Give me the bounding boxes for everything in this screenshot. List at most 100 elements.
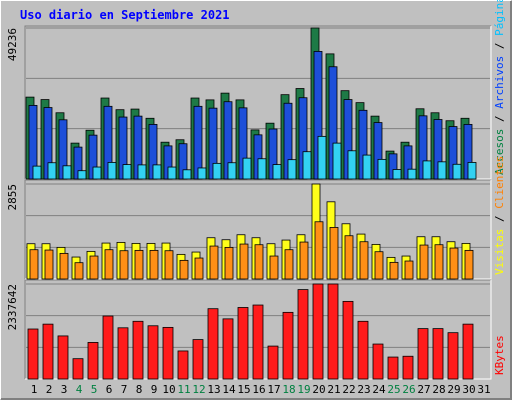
- x-tick-label: 18: [282, 383, 295, 396]
- bar-visits-clientes: [284, 249, 294, 280]
- bar-visits-clientes: [194, 257, 204, 280]
- bar-traffic-páginas: [392, 169, 402, 180]
- bar-visits-clientes: [164, 250, 174, 280]
- bar-visits-clientes: [149, 249, 159, 280]
- bar-visits-clientes: [74, 262, 84, 280]
- x-tick-label: 17: [267, 383, 280, 396]
- bar-bytes-kbytes: [447, 332, 459, 380]
- bar-traffic-páginas: [137, 164, 147, 180]
- bar-visits-clientes: [374, 251, 384, 280]
- bar-visits-clientes: [464, 249, 474, 280]
- bar-bytes-kbytes: [117, 327, 129, 380]
- bar-visits-clientes: [44, 249, 54, 280]
- x-tick-label: 20: [312, 383, 325, 396]
- x-tick-label: 21: [327, 383, 340, 396]
- bar-traffic-páginas: [407, 168, 417, 180]
- bar-bytes-kbytes: [402, 355, 414, 380]
- x-tick-label: 7: [121, 383, 128, 396]
- legend-entry: Visitas: [493, 229, 506, 275]
- bar-visits-clientes: [299, 241, 309, 280]
- bar-traffic-páginas: [347, 150, 357, 180]
- x-tick-label: 27: [417, 383, 430, 396]
- bar-visits-clientes: [89, 255, 99, 280]
- bar-traffic-páginas: [332, 142, 342, 180]
- bar-bytes-kbytes: [312, 283, 324, 380]
- bar-visits-clientes: [59, 252, 69, 280]
- legend-entry: /: [493, 36, 506, 56]
- series-legend: Visitas / Clientes: [493, 156, 506, 275]
- bar-traffic-páginas: [197, 167, 207, 180]
- y-axis-max-label: 49236: [6, 28, 19, 61]
- x-tick-label: 11: [177, 383, 190, 396]
- bar-traffic-páginas: [77, 170, 87, 180]
- series-legend: KBytes: [493, 335, 506, 375]
- x-tick-label: 14: [222, 383, 236, 396]
- bar-visits-clientes: [389, 261, 399, 280]
- bar-visits-clientes: [119, 250, 129, 280]
- bar-visits-clientes: [179, 259, 189, 280]
- x-tick-label: 3: [61, 383, 68, 396]
- x-tick-label: 8: [136, 383, 143, 396]
- legend-entry: Archivos: [493, 56, 506, 109]
- x-tick-label: 13: [207, 383, 220, 396]
- bar-bytes-kbytes: [162, 326, 174, 380]
- panel-frame-dark: [24, 279, 491, 379]
- bar-bytes-kbytes: [57, 335, 69, 380]
- legend-entry: /: [493, 109, 506, 129]
- bar-traffic-páginas: [467, 162, 477, 180]
- bar-bytes-kbytes: [342, 300, 354, 380]
- x-tick-label: 19: [297, 383, 310, 396]
- bar-visits-clientes: [29, 249, 39, 280]
- x-tick-label: 28: [432, 383, 445, 396]
- bar-visits-clientes: [419, 244, 429, 280]
- bar-bytes-kbytes: [252, 304, 264, 380]
- bar-traffic-páginas: [227, 162, 237, 180]
- bar-traffic-páginas: [152, 164, 162, 180]
- bar-traffic-páginas: [167, 166, 177, 180]
- x-tick-label: 9: [151, 383, 158, 396]
- panel-frame-dark: [24, 25, 491, 179]
- bar-bytes-kbytes: [327, 283, 339, 380]
- bar-traffic-páginas: [47, 162, 57, 180]
- x-tick-label: 31: [477, 383, 490, 396]
- bar-visits-clientes: [434, 244, 444, 280]
- y-axis-max-label: 2855: [6, 184, 19, 211]
- bar-traffic-páginas: [212, 162, 222, 180]
- bar-traffic-páginas: [287, 159, 297, 180]
- bar-visits-clientes: [359, 241, 369, 280]
- x-tick-label: 22: [342, 383, 355, 396]
- x-axis-labels: 1 2 3 4 5 6 7 8 9 10 11 12 13 14 15 16 17 18 19 20 21 22 23 24 2…: [31, 383, 491, 396]
- x-tick-label: 10: [162, 383, 175, 396]
- x-tick-label: 23: [357, 383, 370, 396]
- x-tick-label: 25: [387, 383, 400, 396]
- bar-visits-clientes: [209, 245, 219, 280]
- bar-visits-clientes: [269, 255, 279, 280]
- x-tick-label: 15: [237, 383, 250, 396]
- bar-visits-clientes: [344, 235, 354, 280]
- bar-bytes-kbytes: [87, 342, 99, 380]
- panel-visits: 2855 Visitas / Clientes: [6, 156, 506, 280]
- bar-traffic-páginas: [362, 154, 372, 180]
- bar-traffic-páginas: [62, 165, 72, 180]
- bar-traffic-páginas: [107, 162, 117, 180]
- x-tick-label: 30: [462, 383, 475, 396]
- bar-bytes-kbytes: [417, 328, 429, 380]
- bar-traffic-páginas: [242, 157, 252, 180]
- bar-bytes-kbytes: [102, 315, 114, 380]
- bar-visits-clientes: [254, 244, 264, 280]
- x-tick-label: 24: [372, 383, 386, 396]
- bar-traffic-páginas: [92, 166, 102, 180]
- x-tick-label: 4: [76, 383, 83, 396]
- bar-bytes-kbytes: [207, 308, 219, 380]
- bar-traffic-páginas: [272, 164, 282, 180]
- bar-bytes-kbytes: [282, 311, 294, 380]
- bar-bytes-kbytes: [222, 318, 234, 380]
- bar-bytes-kbytes: [42, 323, 54, 380]
- panel-frame-dark: [24, 179, 491, 279]
- legend-entry: Páginas: [493, 0, 506, 36]
- bar-visits-clientes: [134, 249, 144, 280]
- bar-traffic-páginas: [257, 158, 267, 180]
